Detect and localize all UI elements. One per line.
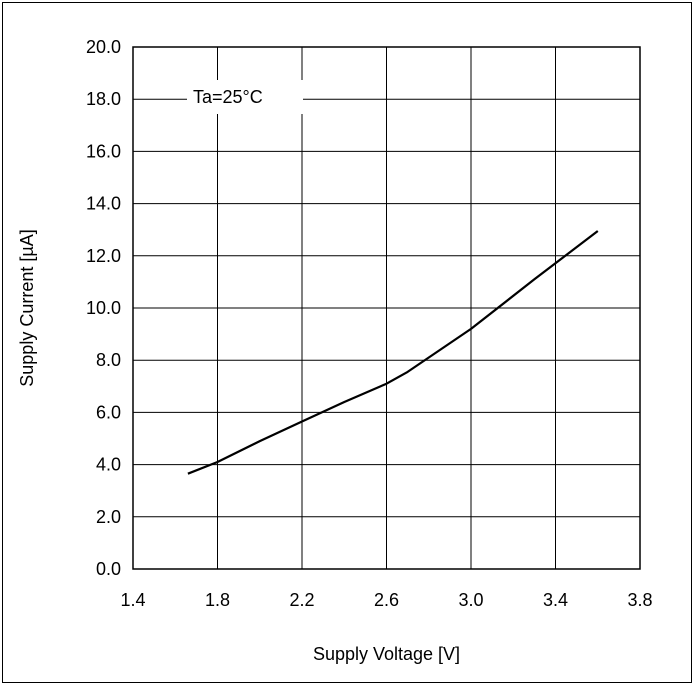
y-tick-labels: 0.0 2.0 4.0 6.0 8.0 10.0 12.0 14.0 16.0 18.0 20.0	[86, 37, 121, 579]
plot-area-border	[132, 46, 641, 570]
x-tick-label: 3.8	[627, 590, 652, 610]
y-tick-label: 4.0	[96, 455, 121, 475]
grid	[133, 47, 640, 569]
annotation-group: Ta=25°C	[187, 80, 303, 114]
series-group	[187, 230, 599, 475]
series-line	[187, 230, 599, 475]
y-tick-label: 6.0	[96, 402, 121, 422]
y-tick-label: 16.0	[86, 141, 121, 161]
x-tick-label: 2.6	[374, 590, 399, 610]
y-tick-label: 2.0	[96, 507, 121, 527]
annotation-background	[187, 80, 303, 114]
x-tick-label: 3.0	[458, 590, 483, 610]
x-tick-label: 1.8	[205, 590, 230, 610]
temperature-annotation: Ta=25°C	[193, 87, 263, 107]
y-tick-label: 20.0	[86, 37, 121, 57]
x-axis-title: Supply Voltage [V]	[313, 644, 460, 664]
y-tick-label: 14.0	[86, 194, 121, 214]
y-tick-label: 10.0	[86, 298, 121, 318]
x-tick-labels: 1.4 1.8 2.2 2.6 3.0 3.4 3.8	[120, 590, 652, 610]
y-tick-label: 0.0	[96, 559, 121, 579]
x-tick-label: 2.2	[289, 590, 314, 610]
y-tick-label: 8.0	[96, 350, 121, 370]
y-axis-title: Supply Current [µA]	[17, 229, 37, 386]
x-tick-label: 1.4	[120, 590, 145, 610]
y-tick-label: 12.0	[86, 246, 121, 266]
x-tick-label: 3.4	[543, 590, 568, 610]
y-tick-label: 18.0	[86, 89, 121, 109]
